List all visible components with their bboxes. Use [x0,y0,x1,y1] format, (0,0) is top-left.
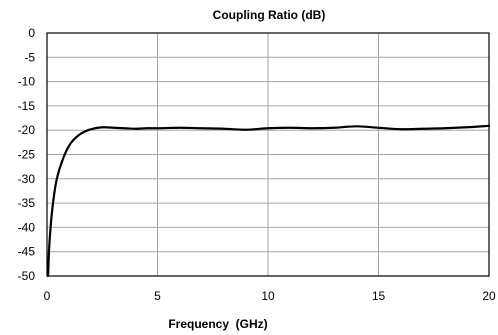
y-tick-label: -10 [18,75,36,89]
y-tick-label: -30 [18,172,36,186]
y-tick-label: -15 [18,99,36,113]
y-tick-label: -5 [24,50,35,64]
chart-title: Coupling Ratio (dB) [213,8,326,22]
plot-series [47,124,491,278]
x-tick-label: 10 [261,289,275,303]
y-tick-label: -20 [18,123,36,137]
y-axis-ticks: 0 -5 -10 -15 -20 -25 -30 -35 -40 -45 -50 [18,26,36,283]
x-axis-label: Frequency (GHz) [168,317,267,331]
y-tick-label: 0 [28,26,35,40]
x-axis-ticks: 0 5 10 15 20 [44,289,496,303]
grid-lines [46,32,490,277]
x-tick-label: 20 [482,289,496,303]
y-tick-label: -50 [18,269,36,283]
x-tick-label: 5 [154,289,161,303]
y-tick-label: -25 [18,148,36,162]
x-tick-label: 0 [44,289,51,303]
y-tick-label: -35 [18,196,36,210]
plot-frame [46,32,490,277]
y-tick-label: -45 [18,245,36,259]
y-tick-label: -40 [18,220,36,234]
coupling-ratio-line [47,124,491,278]
x-tick-label: 15 [372,289,386,303]
